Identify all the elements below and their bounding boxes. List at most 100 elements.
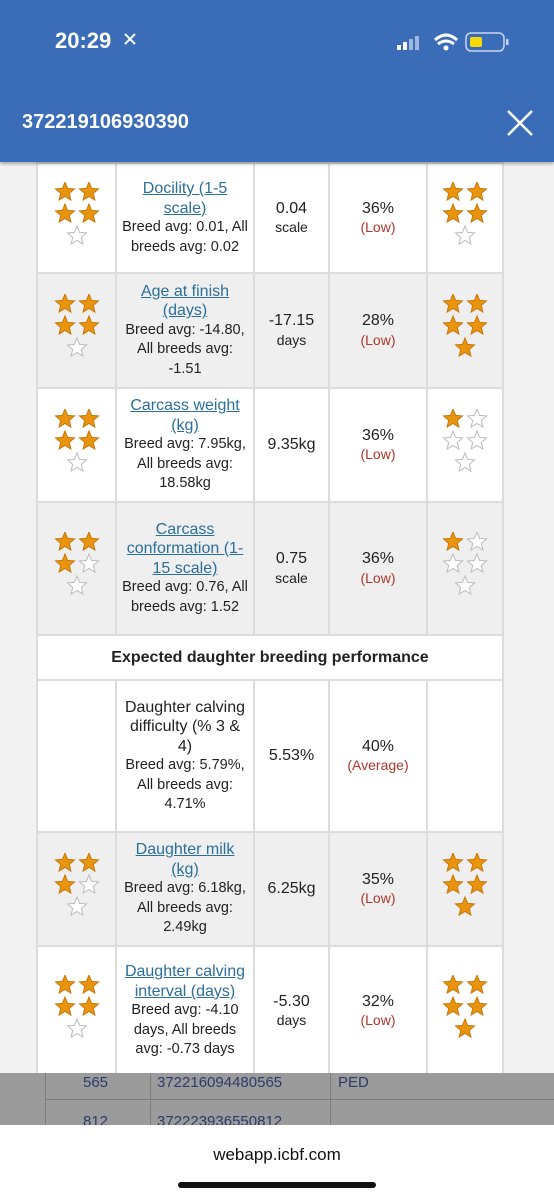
background-cell: 565 (83, 1074, 109, 1091)
trait-link[interactable]: Carcass weight (kg) (130, 397, 240, 434)
star-empty (65, 895, 88, 916)
star-empty (65, 224, 88, 245)
url: webapp.icbf.com (213, 1145, 341, 1164)
star-filled (77, 314, 100, 336)
trait-link[interactable]: Daughter calving interval (days) (124, 963, 246, 1000)
star-filled (466, 973, 488, 994)
stars-cell (426, 679, 504, 833)
unit: days (276, 1012, 307, 1028)
star-filled (77, 429, 100, 450)
averages: Breed avg: -4.10 days, All breeds avg: -… (131, 1002, 239, 1058)
section-title: Expected daughter breeding performance (36, 634, 504, 681)
value: 0.75 (275, 550, 308, 567)
star-filled (53, 292, 76, 314)
reliability-label: (Low) (360, 1012, 396, 1028)
trait-link[interactable]: Age at finish (days) (140, 282, 230, 320)
trait-link[interactable]: Daughter milk (kg) (135, 841, 235, 878)
status-icons (124, 32, 509, 52)
trait-cell: Daughter milk (kg) Breed avg: 6.18kg, All… (115, 831, 255, 947)
table-row: Daughter calving interval (days) Breed av… (36, 945, 504, 1073)
star-filled (442, 973, 464, 994)
stars-cell (36, 945, 117, 1073)
star-filled (442, 292, 464, 314)
star-filled (466, 202, 488, 223)
stars-cell (426, 945, 504, 1073)
close-button[interactable] (505, 108, 535, 138)
reliability-label: (Low) (360, 219, 396, 235)
star-filled (454, 895, 476, 916)
star-filled (77, 995, 100, 1016)
unit: days (276, 331, 307, 348)
star-filled (53, 429, 76, 450)
averages: Breed avg: -14.80, All breeds avg: -1.51 (125, 321, 245, 377)
stars-cell (426, 501, 504, 636)
section-row: Expected daughter breeding performance (36, 634, 504, 681)
star-rating (442, 530, 488, 596)
reliability-label: (Low) (360, 331, 396, 348)
star-rating (53, 851, 100, 916)
stars-cell (36, 831, 117, 947)
app-header: 372219106930390 (0, 80, 554, 162)
star-filled (466, 180, 488, 201)
star-filled (442, 202, 464, 223)
value-cell: 9.35kg (253, 387, 330, 503)
table-row: Docility (1-5 scale) Breed avg: 0.01, All… (36, 162, 504, 274)
star-filled (454, 1017, 476, 1038)
star-filled (53, 314, 76, 336)
reliability-label: (Low) (360, 890, 396, 906)
reliability-cell: 28% (Low) (328, 272, 428, 389)
trait-cell: Carcass weight (kg) Breed avg: 7.95kg, Al… (115, 387, 255, 503)
header-title: 372219106930390 (22, 111, 189, 133)
reliability-label: (Low) (360, 446, 396, 462)
table-row: Carcass conformation (1-15 scale) Breed a… (36, 501, 504, 636)
reliability: 28% (361, 312, 395, 329)
star-filled (77, 292, 100, 314)
star-filled (466, 851, 488, 872)
star-empty (454, 451, 476, 472)
star-empty (454, 224, 476, 245)
value: -17.15 (268, 312, 315, 329)
star-filled (442, 530, 464, 552)
trait-name: Daughter calving difficulty (% 3 & 4) (124, 698, 246, 755)
stars-cell (36, 501, 117, 636)
value: 9.35kg (267, 436, 316, 454)
star-filled (53, 851, 76, 872)
stars-cell (426, 162, 504, 274)
averages: Breed avg: 6.18kg, All breeds avg: 2.49k… (124, 880, 246, 936)
status-bar: 20:29 (0, 0, 554, 80)
star-empty (65, 574, 88, 596)
value-cell: -17.15 days (253, 272, 330, 389)
unit: scale (275, 569, 308, 586)
unit: scale (275, 219, 308, 235)
browser-bar: webapp.icbf.com (0, 1125, 554, 1200)
reliability: 36% (361, 426, 395, 444)
star-rating (53, 530, 100, 596)
reliability-label: (Low) (360, 569, 396, 586)
averages: Breed avg: 7.95kg, All breeds avg: 18.58… (124, 436, 246, 492)
reliability-cell: 36% (Low) (328, 501, 428, 636)
star-empty (77, 552, 100, 574)
table-row: Age at finish (days) Breed avg: -14.80, A… (36, 272, 504, 389)
reliability: 40% (361, 737, 395, 755)
trait-link[interactable]: Docility (1-5 scale) (142, 180, 228, 217)
star-filled (77, 973, 100, 994)
star-filled (454, 336, 476, 358)
star-filled (53, 873, 76, 894)
trait-cell: Age at finish (days) Breed avg: -14.80, A… (115, 272, 255, 389)
trait-cell: Docility (1-5 scale) Breed avg: 0.01, All… (115, 162, 255, 274)
star-filled (77, 407, 100, 428)
value: 6.25kg (267, 880, 316, 898)
star-empty (65, 1017, 88, 1038)
table-row: Daughter calving difficulty (% 3 & 4) Bre… (36, 679, 504, 833)
averages: Breed avg: 0.01, All breeds avg: 0.02 (122, 219, 248, 255)
trait-link[interactable]: Carcass conformation (1-15 scale) (126, 520, 244, 577)
star-filled (77, 180, 100, 201)
background-cell: 372223936550812 (157, 1113, 283, 1125)
grid (45, 1099, 554, 1100)
star-filled (466, 314, 488, 336)
background-cell: 372216094480565 (157, 1074, 283, 1091)
stars-cell (36, 387, 117, 503)
star-empty (442, 552, 464, 574)
star-rating (442, 407, 488, 472)
value: -5.30 (273, 992, 310, 1010)
